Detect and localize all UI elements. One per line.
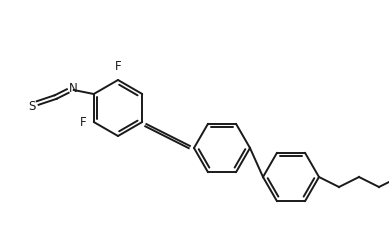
Text: N: N (68, 81, 77, 94)
Text: F: F (115, 60, 121, 73)
Text: S: S (28, 99, 36, 113)
Text: F: F (80, 115, 87, 129)
